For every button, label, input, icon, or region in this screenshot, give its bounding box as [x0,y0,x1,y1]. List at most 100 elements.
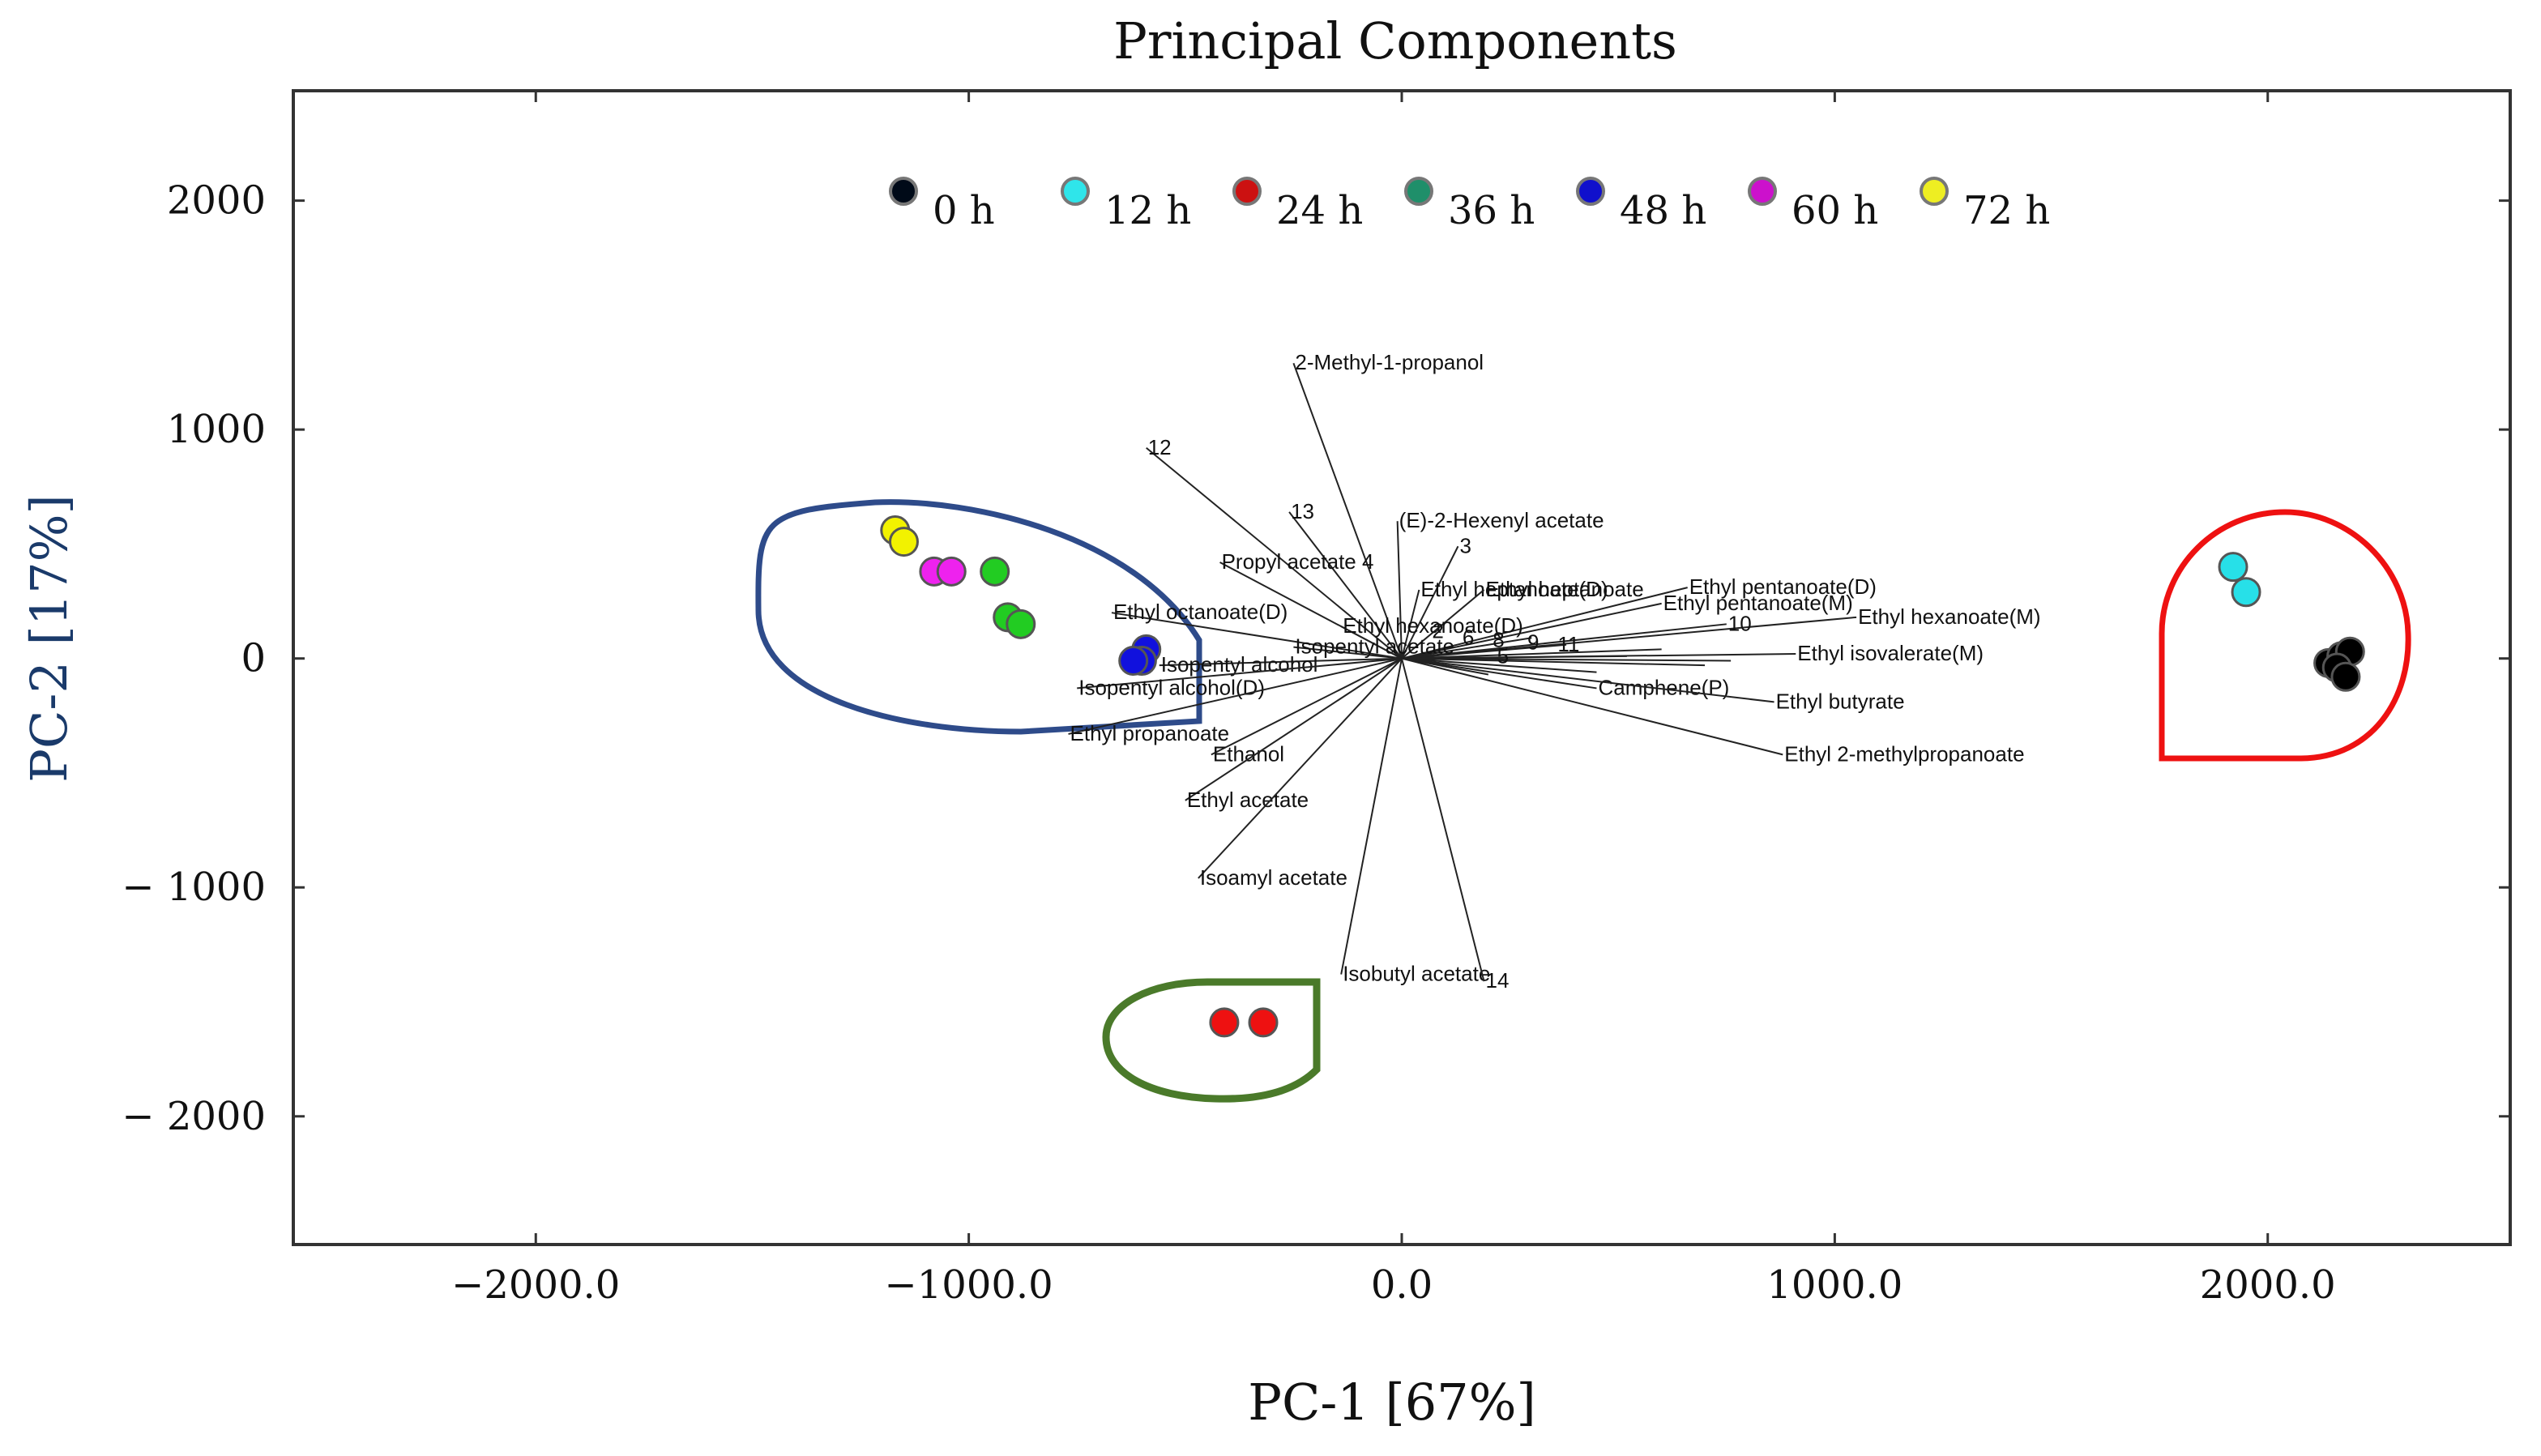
loading-label: Ethyl heptanoate [1486,577,1644,601]
loading-vector-unlabeled [1401,657,1597,673]
legend-marker [1061,177,1090,206]
loading-vector [1293,646,1403,660]
loading-label: Ethyl pentanoate(D) [1689,574,1877,599]
loading-label: 3 [1459,533,1471,557]
loading-label: Propyl acetate 4 [1222,549,1374,574]
chart-title: Principal Components [1113,11,1677,70]
legend-label: 12 h [1104,188,1191,233]
loading-label: 2-Methyl-1-propanol [1295,350,1484,374]
loading-vector [1288,511,1403,660]
legend-marker [1920,177,1949,206]
loading-vector [1211,657,1403,756]
data-point [1209,1007,1240,1038]
loading-label: 13 [1291,499,1314,523]
enclosure-green [1102,978,1321,1103]
loading-vector [1401,623,1727,660]
loading-vector [1077,657,1403,690]
loading-vector [1401,545,1459,660]
loading-vector [1401,589,1485,660]
y-tick-label: − 2000 [122,1094,266,1139]
loading-label: Ethanol [1213,741,1284,766]
x-tick-label: 0.0 [1371,1262,1433,1308]
loading-vector-unlabeled [1401,657,1732,662]
loading-label: 14 [1486,968,1510,993]
legend-label: 72 h [1963,188,2050,233]
loading-vector [1401,658,1485,982]
loading-label: Isopentyl acetate [1295,634,1454,659]
loading-vector [1292,362,1403,660]
data-point [1006,608,1036,639]
loading-vector [1401,657,1774,703]
loading-label: 10 [1728,611,1752,635]
loading-label: Ethyl isovalerate(M) [1797,641,1984,665]
enclosure-blue [755,499,1202,735]
loading-vector [1146,446,1403,660]
loadings: 2-Methyl-1-propanol 12 13 (E)-2-Hexenyl ace… [1068,350,2041,993]
legend-marker [1748,177,1777,206]
data-point [888,527,919,557]
data-point [2218,552,2248,583]
data-point [936,556,967,587]
loading-label: Isopentyl alcohol(D) [1078,675,1265,699]
loading-vector [1159,657,1403,667]
loading-annotation: 8 [1493,628,1504,652]
loading-vector [1396,521,1403,659]
loading-vector [1068,657,1403,735]
loading-label: Ethyl hexanoate(D) [1343,613,1523,638]
x-tick-label: −2000.0 [451,1262,620,1308]
data-point [1248,1007,1279,1038]
loading-vector [1401,589,1420,659]
legend: 0 h 12 h 24 h 36 h 48 h 60 h 72 h [889,177,2050,233]
loading-vector-unlabeled [1401,648,1662,660]
loading-annotation: 2 [1432,618,1443,643]
legend-marker [889,177,918,206]
loading-label: Ethyl hexanoate(M) [1858,604,2040,629]
score-points [880,515,2365,1038]
loading-vector [1340,626,1403,660]
loading-vector [1401,657,1597,690]
legend-label: 60 h [1792,188,1878,233]
loading-vector [1401,587,1688,660]
x-axis-label: PC-1 [67%] [1248,1373,1535,1432]
loading-annotation: 5 [1497,643,1509,668]
loading-vector [1185,657,1403,801]
loading-vector [1401,657,1783,756]
loading-label: (E)-2-Hexenyl acetate [1399,508,1604,532]
loading-label: Ethyl acetate [1187,788,1309,812]
loading-label: Ethyl octanoate(D) [1113,600,1288,624]
loading-vector [1340,658,1403,975]
y-tick-label: 1000 [167,407,266,452]
cluster-enclosures [755,499,2411,1103]
legend-marker [1576,177,1605,206]
loading-annotation: 9 [1527,630,1539,654]
loading-label: Ethyl 2-methylpropanoate [1784,741,2024,766]
loading-vector [1198,658,1403,879]
loading-label: Isobutyl acetate [1343,962,1490,986]
y-axis-label: PC-2 [17%] [19,494,79,782]
plot-frame [292,89,2512,1246]
loading-vector [1401,653,1796,660]
legend-marker [1232,177,1262,206]
loading-vector [1401,602,1662,660]
x-tick-label: 2000.0 [2200,1262,2336,1308]
legend-label: 24 h [1276,188,1363,233]
legend-marker [1404,177,1433,206]
loading-annotation: 11 [1557,632,1579,656]
y-tick-label: − 1000 [122,865,266,910]
loading-label: Ethyl heptanoate(D) [1420,577,1608,601]
x-tick-label: 1000.0 [1766,1262,1903,1308]
legend-label: 48 h [1620,188,1706,233]
legend-label: 0 h [933,188,995,233]
data-point [1118,646,1149,677]
data-point [2231,577,2261,608]
enclosure-red [2159,509,2411,762]
y-tick-label: 0 [241,636,266,681]
loading-label: Isoamyl acetate [1200,865,1347,890]
x-tick-label: −1000.0 [885,1262,1053,1308]
loading-label: Ethyl butyrate [1776,689,1905,713]
loading-label: Ethyl propanoate [1070,721,1230,745]
loading-label: Ethyl pentanoate(M) [1663,591,1853,615]
data-point [980,556,1010,587]
axes: −2000.0 −1000.0 0.0 1000.0 2000.0 2000 1000 0 − … [122,91,2510,1308]
